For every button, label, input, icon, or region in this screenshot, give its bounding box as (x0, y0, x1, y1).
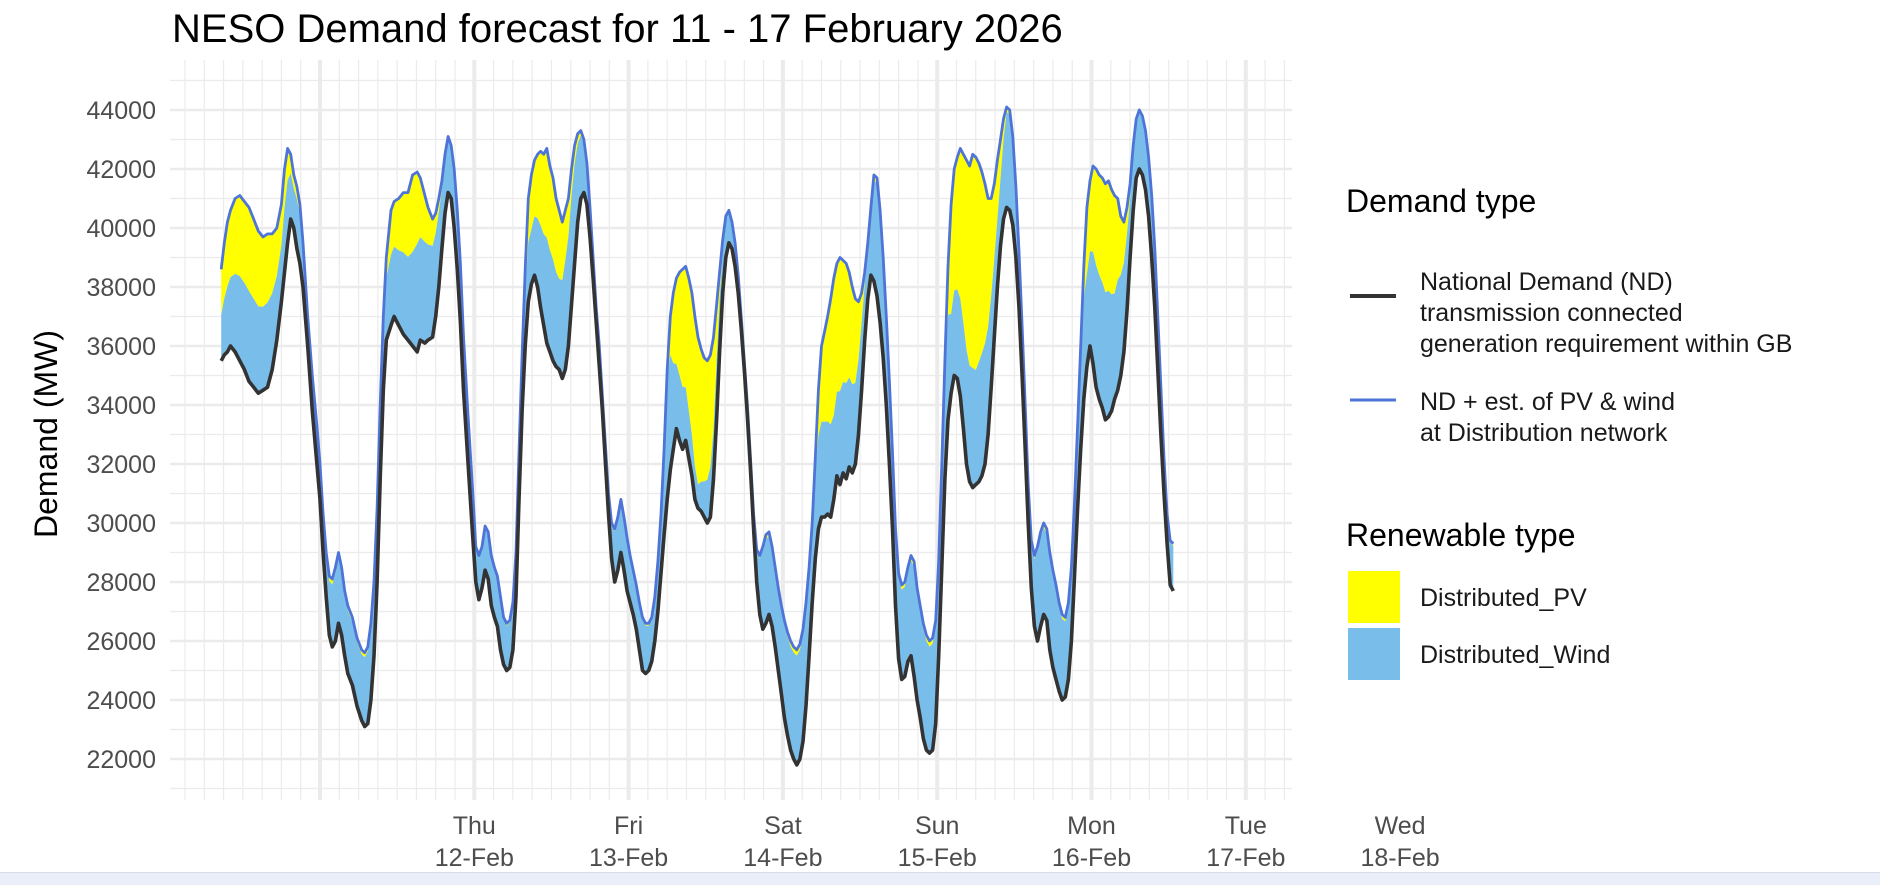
y-tick-label: 34000 (86, 392, 156, 420)
legend-label-national-demand: transmission connected (1420, 299, 1683, 327)
y-axis-ticks: 22000 24000 26000 28000 30000 32000 34000 36000… (86, 97, 156, 774)
x-tick-label-date: 16-Feb (1052, 844, 1131, 872)
legend-label-nd-plus-embedded: at Distribution network (1420, 419, 1668, 447)
y-tick-label: 44000 (86, 97, 156, 125)
legend-key-distributed-pv (1348, 571, 1400, 623)
legend-label-national-demand: National Demand (ND) (1420, 268, 1673, 296)
legend-label-distributed-pv: Distributed_PV (1420, 584, 1587, 612)
legend-title-demand-type: Demand type (1346, 183, 1536, 219)
x-tick-label-date: 13-Feb (589, 844, 668, 872)
window-bottom-border (0, 872, 1880, 885)
y-tick-label: 22000 (86, 746, 156, 774)
legend-title-renewable-type: Renewable type (1346, 517, 1575, 553)
series-line-nd-plus-embedded (219, 105, 1175, 655)
chart-title: NESO Demand forecast for 11 - 17 Februar… (172, 7, 1063, 51)
y-tick-label: 30000 (86, 510, 156, 538)
series-line-national-demand (219, 167, 1175, 767)
line-layer (219, 105, 1175, 767)
y-tick-label: 38000 (86, 274, 156, 302)
legend-label-national-demand: generation requirement within GB (1420, 330, 1792, 358)
x-tick-label-day: Wed (1375, 812, 1426, 840)
x-tick-label-date: 12-Feb (435, 844, 514, 872)
y-tick-label: 32000 (86, 451, 156, 479)
x-tick-label-day: Fri (614, 812, 643, 840)
plot-background (170, 60, 1292, 800)
y-tick-label: 42000 (86, 156, 156, 184)
y-tick-label: 28000 (86, 569, 156, 597)
x-tick-label-day: Sat (764, 812, 802, 840)
x-tick-label-date: 14-Feb (743, 844, 822, 872)
grid (170, 60, 1292, 800)
x-axis-ticks: Thu 12-Feb Fri 13-Feb Sat 14-Feb Sun 15-Feb Mon 1… (435, 812, 1440, 872)
legend-label-nd-plus-embedded: ND + est. of PV & wind (1420, 388, 1675, 416)
y-tick-label: 40000 (86, 215, 156, 243)
x-tick-label-date: 17-Feb (1206, 844, 1285, 872)
y-tick-label: 26000 (86, 628, 156, 656)
x-tick-label-day: Thu (453, 812, 496, 840)
legend: Demand type National Demand (ND) transmiss… (1346, 183, 1792, 680)
x-tick-label-date: 15-Feb (898, 844, 977, 872)
x-tick-label-date: 18-Feb (1360, 844, 1439, 872)
x-tick-label-day: Mon (1067, 812, 1116, 840)
y-tick-label: 24000 (86, 687, 156, 715)
y-tick-label: 36000 (86, 333, 156, 361)
legend-key-distributed-wind (1348, 628, 1400, 680)
x-tick-label-day: Tue (1225, 812, 1267, 840)
y-axis-label: Demand (MW) (28, 330, 64, 538)
legend-label-distributed-wind: Distributed_Wind (1420, 641, 1610, 669)
x-tick-label-day: Sun (915, 812, 959, 840)
